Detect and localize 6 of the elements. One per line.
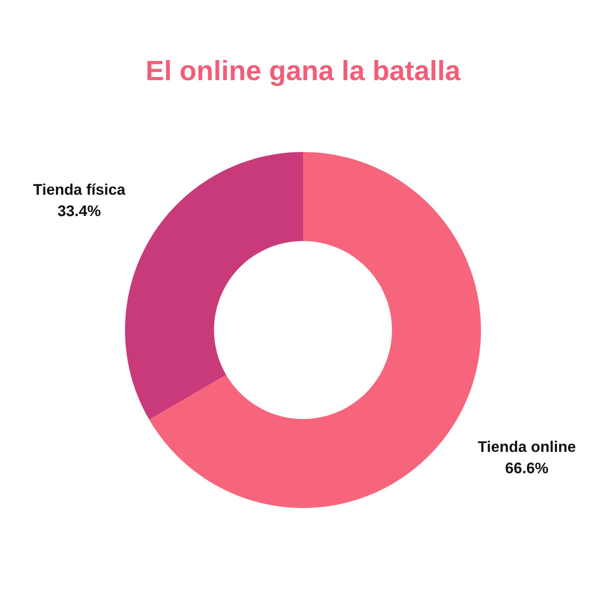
data-label: 66.6% — [506, 462, 548, 474]
data-label: 33.4% — [58, 205, 100, 216]
chart-title: El online gana la batalla — [147, 60, 461, 86]
slice-label: Tienda online — [478, 440, 576, 452]
slice-label: Tienda física — [33, 183, 126, 195]
donut-slice — [125, 152, 303, 420]
